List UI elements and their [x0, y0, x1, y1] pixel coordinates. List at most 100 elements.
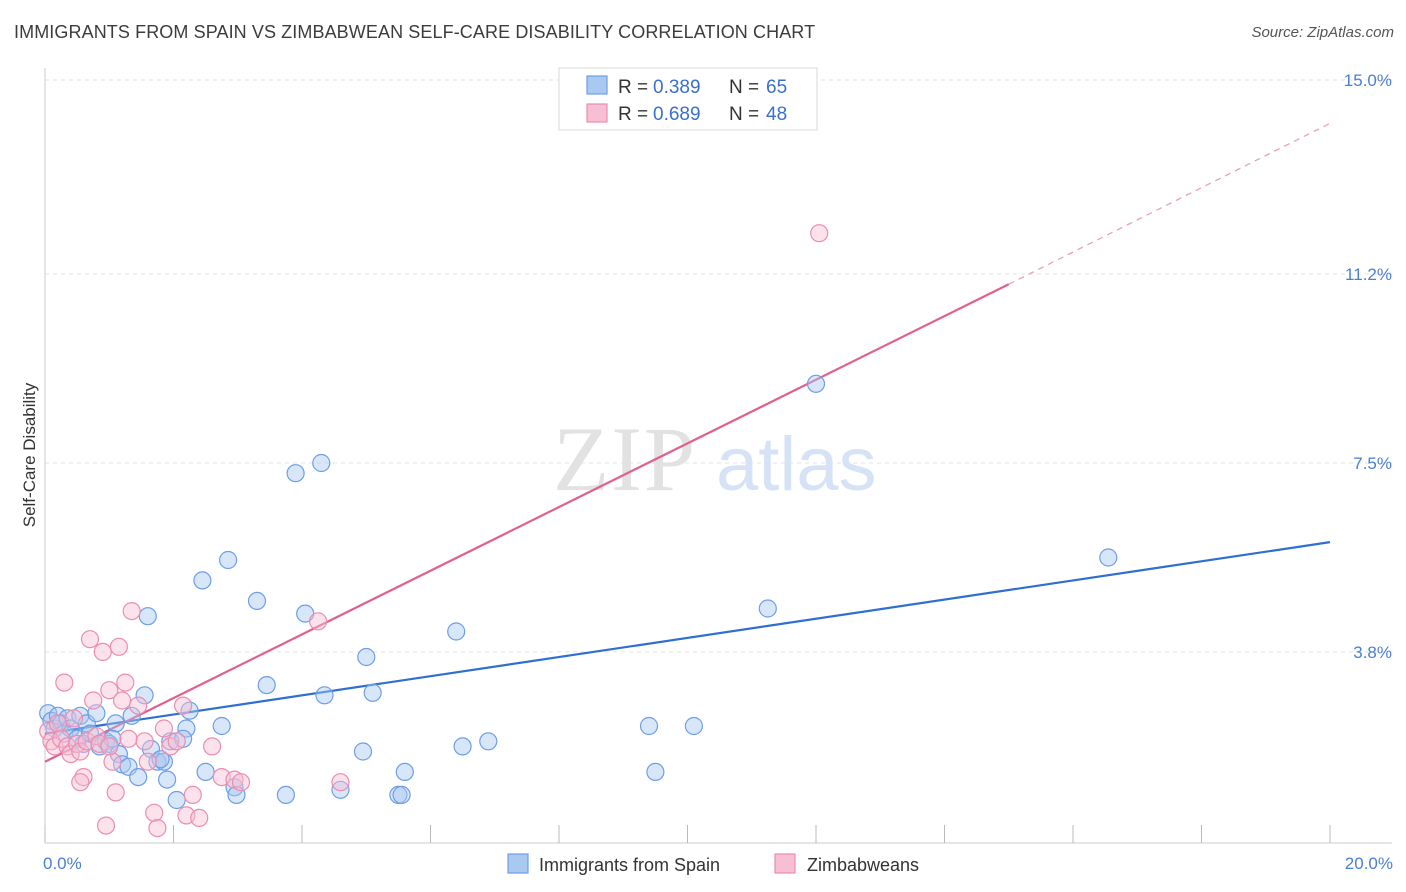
- zimbabwean-point-27: [129, 696, 148, 715]
- zimbabwean-point-25: [119, 729, 138, 748]
- spain-point-48: [357, 647, 376, 667]
- spain-point-41: [276, 785, 295, 805]
- zimbabwean-point-34: [167, 732, 186, 751]
- zimbabwean-point-35: [174, 696, 193, 715]
- spain-point-39: [247, 591, 267, 611]
- zimbabwean-point-32: [154, 719, 173, 738]
- zimbabwean-point-29: [138, 752, 157, 771]
- spain-point-53: [447, 622, 466, 641]
- spain-point-44: [312, 453, 331, 473]
- legend-n-value-spain: 65: [766, 77, 787, 98]
- spain-point-31: [177, 719, 196, 738]
- zimbabwean-point-24: [116, 673, 135, 692]
- zimbabwean-point-21: [106, 783, 125, 802]
- data-points: [39, 224, 1118, 838]
- zimbabwean-point-19: [100, 681, 119, 700]
- zimbabwean-point-14: [84, 691, 103, 710]
- legend-swatch-spain: [586, 75, 608, 95]
- spain-point-40: [257, 675, 276, 695]
- spain-point-17: [106, 714, 125, 733]
- legend-r-value-spain: 0.389: [653, 77, 701, 98]
- spain-point-58: [684, 716, 704, 736]
- trendline-zimbabweans: [44, 283, 1010, 763]
- y-axis-label: Self-Care Disability: [20, 382, 39, 527]
- legend-n-value-zimbabweans: 48: [766, 104, 787, 125]
- x-tick-label-1: 20.0%: [1345, 854, 1393, 873]
- zimbabwean-point-44: [331, 773, 350, 792]
- zimbabwean-point-38: [190, 808, 209, 828]
- stats-legend: R = 0.389 N = 65 R = 0.689 N = 48: [558, 67, 818, 131]
- y-tick-label-1: 7.5%: [1353, 454, 1392, 473]
- spain-point-28: [158, 770, 177, 789]
- zimbabwean-point-47: [100, 737, 119, 756]
- zimbabwean-point-45: [810, 224, 829, 243]
- spain-point-30: [167, 790, 186, 810]
- trendlines: [44, 122, 1331, 763]
- bottom-legend-label-zimbabweans: Zimbabweans: [807, 855, 919, 875]
- zimbabwean-point-31: [148, 818, 167, 838]
- y-tick-label-2: 11.2%: [1345, 265, 1392, 284]
- spain-point-35: [212, 716, 231, 736]
- spain-point-61: [1099, 548, 1118, 567]
- spain-point-27: [154, 752, 173, 771]
- bottom-legend-swatch-zimbabweans: [774, 853, 796, 874]
- zimbabwean-point-3: [48, 714, 68, 733]
- zimbabwean-point-39: [203, 737, 222, 756]
- watermark-atlas: atlas: [716, 422, 877, 507]
- bottom-legend-label-spain: Immigrants from Spain: [539, 855, 720, 875]
- spain-point-26: [148, 752, 167, 771]
- zimbabwean-point-13: [80, 630, 100, 649]
- spain-point-60: [806, 374, 826, 393]
- watermark: ZIP atlas: [553, 408, 877, 510]
- zimbabwean-point-22: [109, 637, 129, 656]
- spain-point-59: [758, 599, 777, 618]
- zimbabwean-point-17: [93, 642, 112, 662]
- spain-point-49: [363, 683, 382, 702]
- x-tick-labels: 0.0% 20.0%: [43, 854, 1393, 873]
- spain-point-51: [392, 785, 411, 805]
- spain-point-56: [639, 716, 659, 736]
- bottom-legend-swatch-spain: [507, 853, 529, 874]
- y-tick-label-0: 3.8%: [1353, 643, 1392, 662]
- zimbabwean-point-8: [64, 709, 84, 728]
- zimbabwean-point-43: [309, 612, 328, 631]
- zimbabwean-point-26: [122, 601, 141, 621]
- zimbabwean-point-37: [183, 785, 202, 805]
- watermark-zip: ZIP: [553, 408, 697, 510]
- legend-swatch-zimbabweans: [586, 103, 608, 123]
- zimbabwean-point-5: [55, 673, 74, 692]
- trendline-spain: [44, 541, 1331, 735]
- spain-point-23: [135, 686, 154, 705]
- spain-point-36: [219, 550, 238, 570]
- source-credit: Source: ZipAtlas.com: [1251, 24, 1394, 41]
- spain-point-21: [122, 706, 141, 725]
- x-tick-label-0: 0.0%: [43, 854, 82, 873]
- zimbabwean-point-20: [103, 752, 122, 771]
- gridlines: [45, 79, 1392, 653]
- spain-point-34: [196, 762, 215, 782]
- spain-point-45: [315, 686, 334, 705]
- spain-point-55: [479, 732, 498, 751]
- zimbabwean-point-28: [135, 732, 154, 751]
- legend-r-label-spain: R =: [618, 77, 648, 98]
- y-tick-label-3: 15.0%: [1344, 71, 1392, 90]
- axes: [44, 68, 1392, 844]
- chart-title: IMMIGRANTS FROM SPAIN VS ZIMBABWEAN SELF…: [14, 22, 816, 42]
- y-tick-labels: 3.8% 7.5% 11.2% 15.0%: [1344, 71, 1392, 662]
- trendline-zimbabweans-extension: [1008, 122, 1331, 285]
- zimbabwean-point-30: [145, 803, 164, 822]
- zimbabwean-point-10: [71, 742, 90, 761]
- zimbabwean-point-46: [71, 773, 90, 792]
- spain-point-18: [109, 744, 129, 764]
- legend-n-label-zimbabweans: N =: [729, 104, 759, 125]
- legend-r-label-zimbabweans: R =: [618, 104, 648, 125]
- spain-point-52: [395, 762, 414, 782]
- zimbabwean-point-18: [96, 816, 116, 835]
- zimbabwean-point-42: [231, 773, 251, 792]
- spain-point-57: [646, 762, 665, 782]
- spain-point-42: [286, 464, 305, 483]
- zimbabwean-point-23: [112, 691, 132, 710]
- zimbabwean-point-2: [45, 737, 64, 756]
- spain-point-54: [453, 737, 472, 756]
